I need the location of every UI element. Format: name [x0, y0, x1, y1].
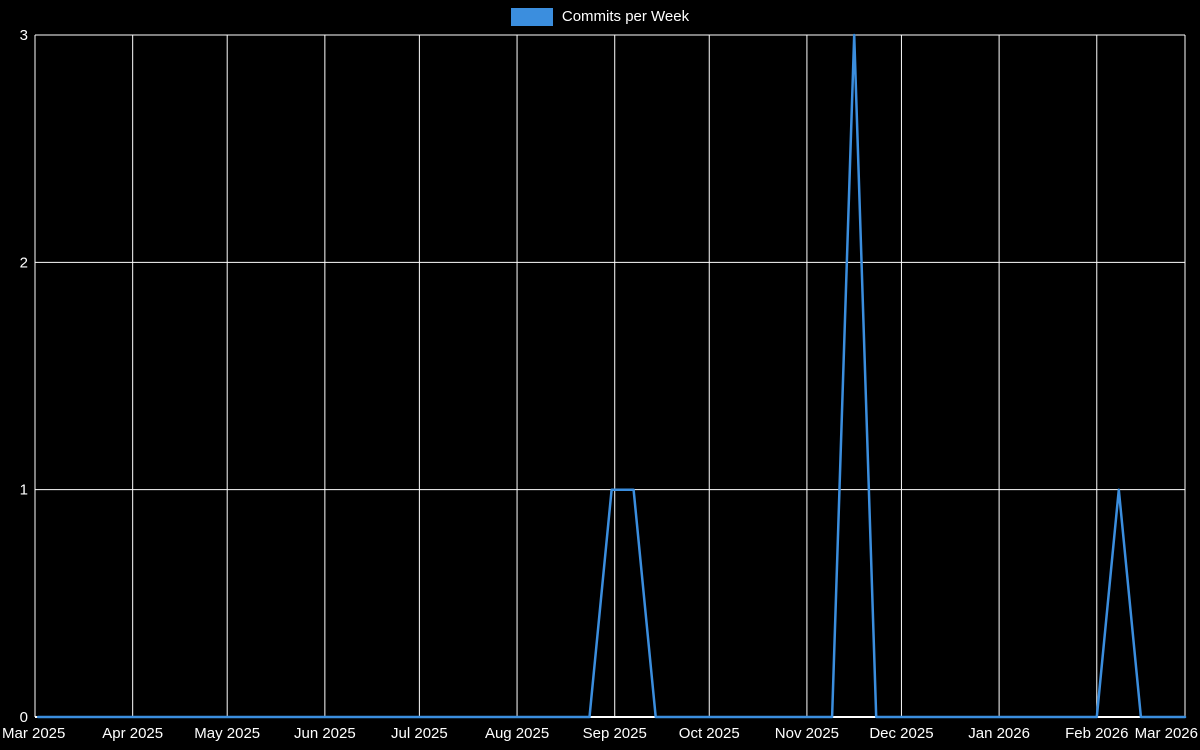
x-tick-label: Jun 2025	[294, 725, 356, 742]
x-tick-label: Oct 2025	[679, 725, 740, 742]
chart-legend: Commits per Week	[0, 8, 1200, 26]
y-tick-label: 0	[20, 709, 28, 726]
y-tick-label: 3	[20, 27, 28, 44]
legend-label: Commits per Week	[561, 8, 690, 25]
legend-swatch-icon	[510, 8, 553, 26]
commits-line	[36, 33, 1187, 719]
x-tick-label: Jul 2025	[391, 725, 448, 742]
x-tick-label: May 2025	[194, 725, 260, 742]
x-tick-label: Mar 2025	[2, 725, 65, 742]
y-tick-label: 2	[20, 254, 28, 271]
x-tick-label: Jan 2026	[968, 725, 1030, 742]
x-tick-label: Aug 2025	[485, 725, 549, 742]
x-tick-label: Sep 2025	[583, 725, 647, 742]
x-tick-label: Feb 2026	[1065, 725, 1128, 742]
x-tick-label: Mar 2026	[1135, 725, 1198, 742]
x-tick-label: Apr 2025	[102, 725, 163, 742]
y-tick-label: 1	[20, 482, 28, 499]
x-tick-label: Nov 2025	[775, 725, 839, 742]
x-tick-label: Dec 2025	[869, 725, 933, 742]
